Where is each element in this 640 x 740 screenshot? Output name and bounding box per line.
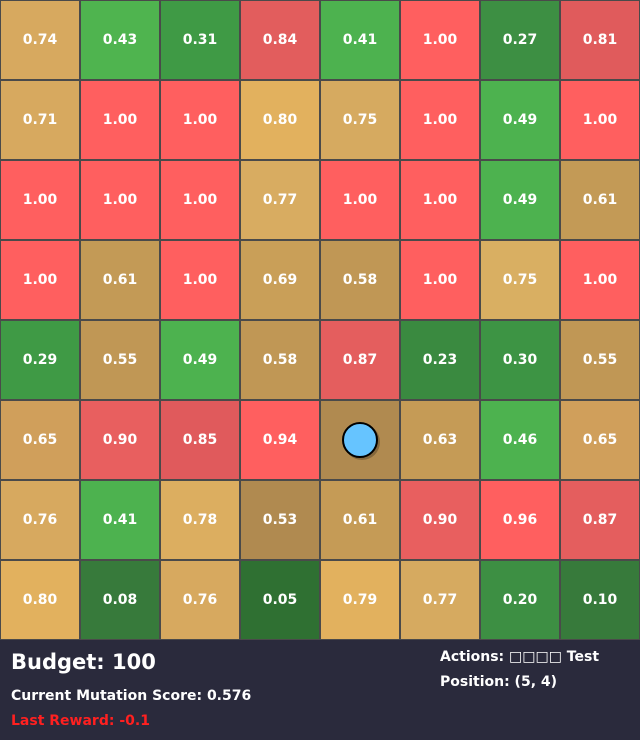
grid-cell[interactable]: 0.10 — [561, 561, 639, 639]
grid-cell[interactable]: 0.76 — [161, 561, 239, 639]
grid-cell[interactable]: 0.85 — [161, 401, 239, 479]
grid-cell[interactable]: 0.74 — [1, 1, 79, 79]
grid-cell[interactable]: 1.00 — [401, 1, 479, 79]
grid-cell[interactable]: 0.53 — [241, 481, 319, 559]
grid-cell[interactable]: 0.90 — [401, 481, 479, 559]
grid-cell[interactable]: 0.80 — [241, 81, 319, 159]
grid-cell[interactable]: 0.49 — [481, 81, 559, 159]
grid-cell[interactable]: 0.08 — [81, 561, 159, 639]
grid-cell[interactable]: 1.00 — [401, 81, 479, 159]
grid-cell[interactable]: 1.00 — [561, 241, 639, 319]
grid-cell[interactable]: 1.00 — [401, 161, 479, 239]
grid-cell[interactable]: 0.20 — [481, 561, 559, 639]
budget-label: Budget: 100 — [11, 650, 156, 674]
grid-cell[interactable]: 1.00 — [81, 81, 159, 159]
grid-cell[interactable]: 0.71 — [1, 81, 79, 159]
grid-cell[interactable]: 0.65 — [561, 401, 639, 479]
grid-cell[interactable]: 0.69 — [241, 241, 319, 319]
grid-cell[interactable]: 0.75 — [481, 241, 559, 319]
grid-cell[interactable]: 0.58 — [321, 241, 399, 319]
grid-cell[interactable] — [321, 401, 399, 479]
grid-cell[interactable]: 0.30 — [481, 321, 559, 399]
grid-cell[interactable]: 0.31 — [161, 1, 239, 79]
grid-cell[interactable]: 0.94 — [241, 401, 319, 479]
grid-cell[interactable]: 0.96 — [481, 481, 559, 559]
grid-cell[interactable]: 0.61 — [561, 161, 639, 239]
grid-cell[interactable]: 0.61 — [81, 241, 159, 319]
grid-cell[interactable]: 0.27 — [481, 1, 559, 79]
grid-cell[interactable]: 0.79 — [321, 561, 399, 639]
grid-cell[interactable]: 0.41 — [321, 1, 399, 79]
mutation-grid: 0.74 0.43 0.31 0.84 0.41 1.00 0.27 0.81 0.71 1.00… — [0, 0, 640, 640]
grid-cell[interactable]: 0.77 — [401, 561, 479, 639]
grid-cell[interactable]: 0.84 — [241, 1, 319, 79]
grid-cell[interactable]: 1.00 — [1, 161, 79, 239]
grid-cell[interactable]: 1.00 — [401, 241, 479, 319]
last-reward-label: Last Reward: -0.1 — [11, 713, 150, 729]
grid-cell[interactable]: 0.90 — [81, 401, 159, 479]
grid-cell[interactable]: 0.43 — [81, 1, 159, 79]
grid-cell[interactable]: 1.00 — [1, 241, 79, 319]
grid-cell[interactable]: 0.61 — [321, 481, 399, 559]
grid-cell[interactable]: 0.41 — [81, 481, 159, 559]
hud-panel: Budget: 100 Current Mutation Score: 0.57… — [0, 640, 640, 740]
grid-cell[interactable]: 0.87 — [561, 481, 639, 559]
mutation-score-label: Current Mutation Score: 0.576 — [11, 688, 252, 704]
grid-cell[interactable]: 0.55 — [81, 321, 159, 399]
grid-cell[interactable]: 0.77 — [241, 161, 319, 239]
grid-cell[interactable]: 0.55 — [561, 321, 639, 399]
agent-marker — [342, 422, 378, 458]
grid-cell[interactable]: 1.00 — [161, 241, 239, 319]
grid-cell[interactable]: 1.00 — [81, 161, 159, 239]
grid-cell[interactable]: 0.49 — [481, 161, 559, 239]
grid-cell[interactable]: 1.00 — [161, 161, 239, 239]
grid-cell[interactable]: 0.80 — [1, 561, 79, 639]
grid-cell[interactable]: 0.46 — [481, 401, 559, 479]
grid-cell[interactable]: 1.00 — [321, 161, 399, 239]
position-label: Position: (5, 4) — [440, 674, 558, 690]
actions-label: Actions: □□□□ Test — [440, 649, 600, 665]
grid-cell[interactable]: 0.75 — [321, 81, 399, 159]
grid-cell[interactable]: 0.29 — [1, 321, 79, 399]
grid-cell[interactable]: 0.23 — [401, 321, 479, 399]
grid-cell[interactable]: 0.65 — [1, 401, 79, 479]
grid-cell[interactable]: 1.00 — [161, 81, 239, 159]
grid-cell[interactable]: 0.81 — [561, 1, 639, 79]
grid-cell[interactable]: 0.49 — [161, 321, 239, 399]
grid-cell[interactable]: 0.78 — [161, 481, 239, 559]
grid-cell[interactable]: 0.58 — [241, 321, 319, 399]
grid-cell[interactable]: 0.87 — [321, 321, 399, 399]
grid-cell[interactable]: 1.00 — [561, 81, 639, 159]
grid-cell[interactable]: 0.05 — [241, 561, 319, 639]
grid-cell[interactable]: 0.76 — [1, 481, 79, 559]
grid-cell[interactable]: 0.63 — [401, 401, 479, 479]
